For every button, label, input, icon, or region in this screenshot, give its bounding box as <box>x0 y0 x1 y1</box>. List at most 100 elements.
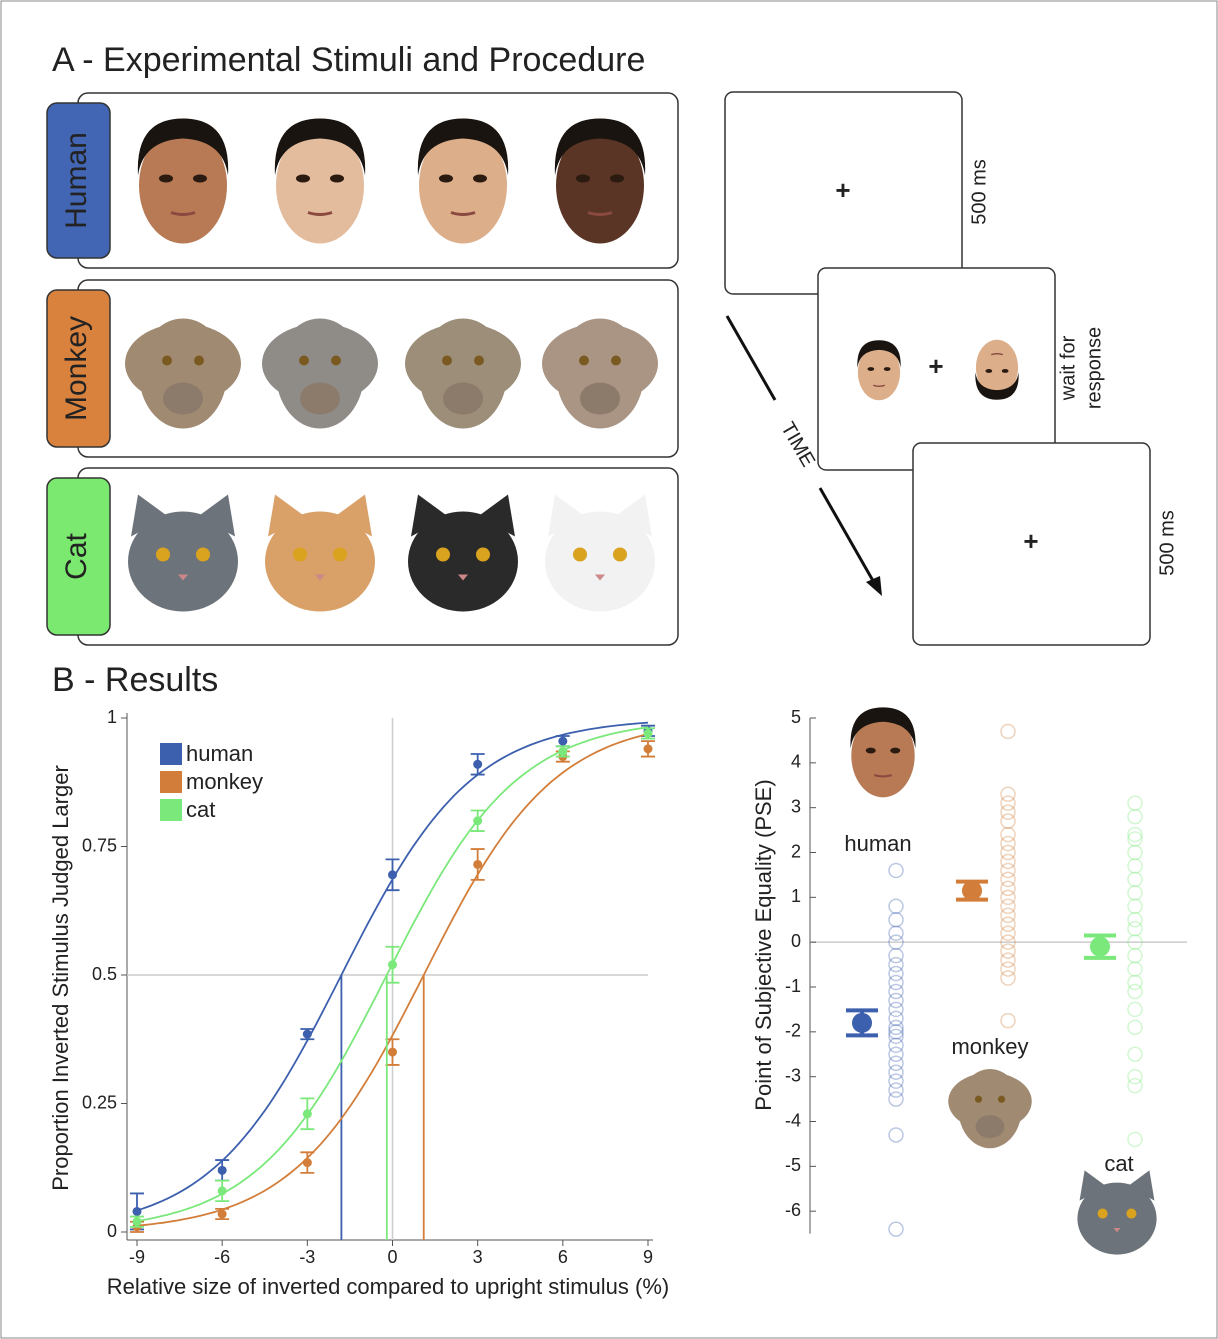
face-illustration <box>975 340 1018 400</box>
face-eye <box>330 175 344 183</box>
mean-point <box>962 881 982 901</box>
duration-label: 500 ms <box>968 159 990 225</box>
face-eye <box>442 356 452 366</box>
legend-swatch <box>160 743 182 765</box>
legend-label: monkey <box>186 769 263 794</box>
face-eye <box>579 356 589 366</box>
data-point <box>644 744 653 753</box>
legend-swatch <box>160 771 182 793</box>
face-eye <box>159 175 173 183</box>
face-eye <box>476 548 490 562</box>
duration-label: response <box>1083 327 1105 409</box>
face-eye <box>884 367 891 371</box>
y-tick-label: -2 <box>785 1021 801 1041</box>
face-shape <box>408 512 518 612</box>
data-point <box>388 870 397 879</box>
fixation-cross: + <box>1023 526 1038 556</box>
panel-b-title: B - Results <box>52 661 218 699</box>
row-label: Human <box>60 132 93 229</box>
panel-a-title: A - Experimental Stimuli and Procedure <box>52 41 645 79</box>
face-eye <box>194 356 204 366</box>
face-muzzle <box>443 383 483 415</box>
y-tick-label: 5 <box>791 707 801 727</box>
face-eye <box>473 175 487 183</box>
face-eye <box>156 548 170 562</box>
y-tick-label: 1 <box>791 886 801 906</box>
face-eye <box>1126 1209 1136 1219</box>
face-eye <box>985 369 992 373</box>
legend-swatch <box>160 799 182 821</box>
y-axis-label: Point of Subjective Equality (PSE) <box>751 779 776 1110</box>
x-tick-label: 0 <box>387 1247 397 1267</box>
data-point <box>558 737 567 746</box>
data-point <box>558 747 567 756</box>
data-point <box>473 816 482 825</box>
data-point <box>388 960 397 969</box>
y-tick-label: -4 <box>785 1110 801 1130</box>
data-point <box>303 1109 312 1118</box>
category-label: human <box>844 831 911 856</box>
y-tick-label: 0 <box>107 1221 117 1241</box>
data-point <box>218 1166 227 1175</box>
y-tick-label: 0.75 <box>82 835 117 855</box>
face-illustration <box>128 495 238 612</box>
face-shape <box>545 512 655 612</box>
face-eye <box>196 548 210 562</box>
face-eye <box>613 548 627 562</box>
fixation-cross: + <box>928 351 943 381</box>
category-label: cat <box>1104 1151 1133 1176</box>
face-eye <box>436 548 450 562</box>
face-eye <box>867 367 874 371</box>
mean-point <box>852 1013 872 1033</box>
face-muzzle <box>300 383 340 415</box>
face-muzzle <box>580 383 620 415</box>
y-tick-label: -6 <box>785 1200 801 1220</box>
face-shape <box>265 512 375 612</box>
y-tick-label: 0.25 <box>82 1092 117 1112</box>
y-tick-label: 4 <box>791 752 801 772</box>
row-label: Cat <box>60 532 93 579</box>
legend-label: cat <box>186 797 215 822</box>
face-eye <box>890 748 900 754</box>
face-eye <box>975 1096 982 1103</box>
y-tick-label: 3 <box>791 796 801 816</box>
x-tick-label: -9 <box>129 1247 145 1267</box>
mean-point <box>1090 937 1110 957</box>
y-tick-label: 1 <box>107 707 117 727</box>
face-illustration <box>265 495 375 612</box>
face-eye <box>296 175 310 183</box>
duration-label: wait for <box>1057 335 1079 401</box>
face-eye <box>998 1096 1005 1103</box>
x-tick-label: 3 <box>473 1247 483 1267</box>
face-eye <box>1002 369 1009 373</box>
data-point <box>133 1217 142 1226</box>
face-illustration <box>850 707 915 797</box>
x-tick-label: -6 <box>214 1247 230 1267</box>
y-axis-label: Proportion Inverted Stimulus Judged Larg… <box>48 765 73 1191</box>
legend-label: human <box>186 741 253 766</box>
face-eye <box>293 548 307 562</box>
face-eye <box>439 175 453 183</box>
face-eye <box>576 175 590 183</box>
duration-label: 500 ms <box>1156 510 1178 576</box>
face-shape <box>128 512 238 612</box>
face-eye <box>331 356 341 366</box>
face-illustration <box>138 119 228 244</box>
data-point <box>218 1186 227 1195</box>
face-illustration <box>418 119 508 244</box>
data-point <box>218 1210 227 1219</box>
face-eye <box>573 548 587 562</box>
x-tick-label: 9 <box>643 1247 653 1267</box>
face-shape <box>1077 1183 1156 1255</box>
data-point <box>473 860 482 869</box>
face-muzzle <box>163 383 203 415</box>
y-tick-label: -1 <box>785 976 801 996</box>
face-illustration <box>408 495 518 612</box>
face-eye <box>299 356 309 366</box>
face-illustration <box>857 340 900 400</box>
data-point <box>388 1048 397 1057</box>
face-eye <box>193 175 207 183</box>
category-label: monkey <box>951 1034 1028 1059</box>
face-illustration <box>555 119 645 244</box>
data-point <box>303 1030 312 1039</box>
